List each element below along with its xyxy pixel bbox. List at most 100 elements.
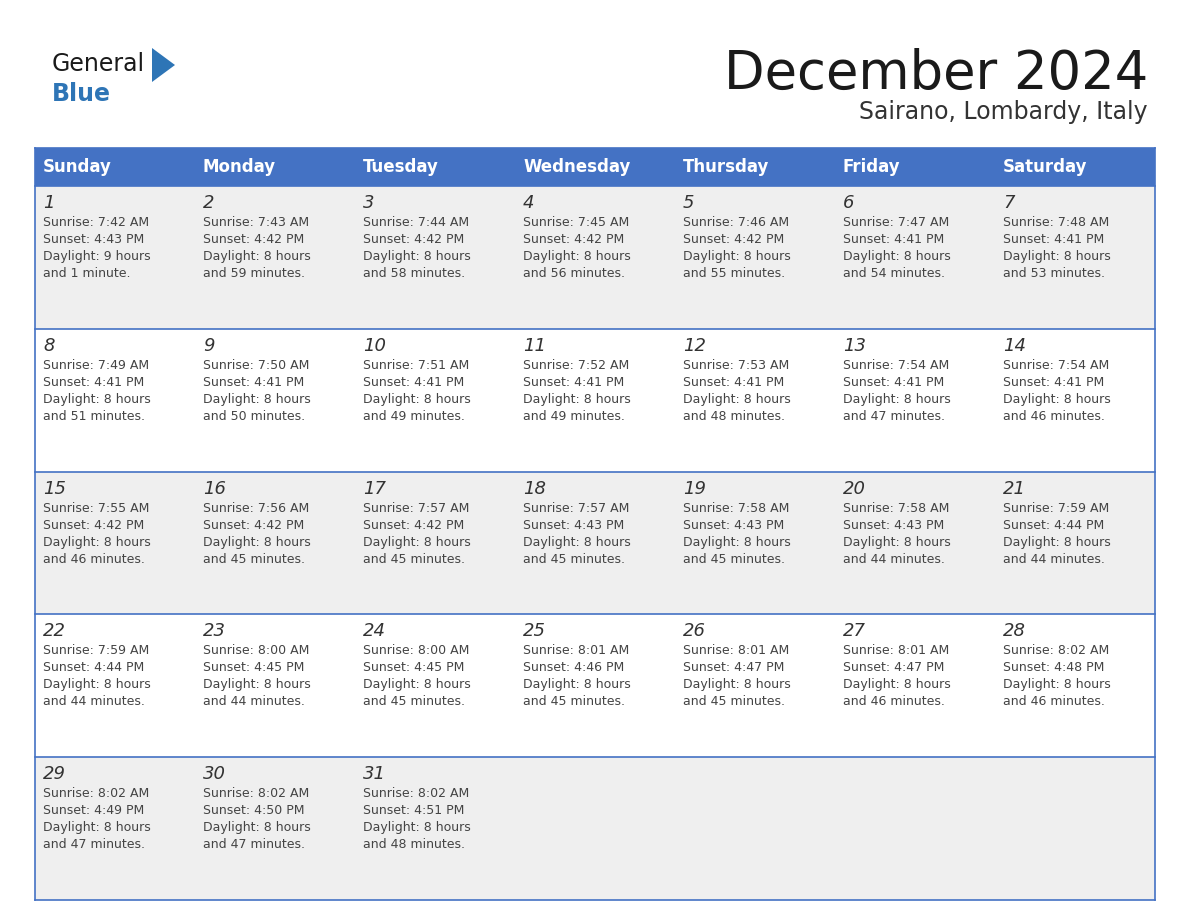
Text: Sunset: 4:42 PM: Sunset: 4:42 PM — [683, 233, 784, 246]
Text: Tuesday: Tuesday — [364, 158, 438, 176]
Text: Sunrise: 7:43 AM: Sunrise: 7:43 AM — [203, 216, 309, 229]
Text: Sunrise: 8:02 AM: Sunrise: 8:02 AM — [203, 788, 309, 800]
Text: Sunset: 4:50 PM: Sunset: 4:50 PM — [203, 804, 304, 817]
Text: Daylight: 8 hours: Daylight: 8 hours — [523, 535, 631, 549]
Bar — [34, 186, 1155, 329]
Bar — [34, 329, 1155, 472]
Text: Sunset: 4:41 PM: Sunset: 4:41 PM — [523, 375, 624, 389]
Text: Sunset: 4:41 PM: Sunset: 4:41 PM — [203, 375, 304, 389]
Text: Sunset: 4:41 PM: Sunset: 4:41 PM — [683, 375, 784, 389]
Text: Sunset: 4:48 PM: Sunset: 4:48 PM — [1003, 661, 1105, 675]
Text: Daylight: 8 hours: Daylight: 8 hours — [364, 393, 470, 406]
Text: Daylight: 8 hours: Daylight: 8 hours — [683, 250, 791, 263]
Text: 1: 1 — [43, 194, 55, 212]
Bar — [195, 148, 355, 186]
Text: Sunrise: 7:52 AM: Sunrise: 7:52 AM — [523, 359, 630, 372]
Text: Daylight: 8 hours: Daylight: 8 hours — [843, 250, 950, 263]
Text: Sunset: 4:41 PM: Sunset: 4:41 PM — [43, 375, 144, 389]
Text: and 55 minutes.: and 55 minutes. — [683, 267, 785, 280]
Text: General: General — [52, 52, 145, 76]
Bar — [835, 148, 996, 186]
Text: 14: 14 — [1003, 337, 1026, 354]
Text: Sunrise: 8:01 AM: Sunrise: 8:01 AM — [523, 644, 630, 657]
Text: Daylight: 8 hours: Daylight: 8 hours — [843, 393, 950, 406]
Text: Sunrise: 7:57 AM: Sunrise: 7:57 AM — [523, 501, 630, 515]
Bar — [675, 148, 835, 186]
Text: Sairano, Lombardy, Italy: Sairano, Lombardy, Italy — [859, 100, 1148, 124]
Text: 30: 30 — [203, 766, 226, 783]
Text: 10: 10 — [364, 337, 386, 354]
Text: Sunset: 4:45 PM: Sunset: 4:45 PM — [364, 661, 465, 675]
Text: Sunset: 4:41 PM: Sunset: 4:41 PM — [843, 233, 944, 246]
Text: Daylight: 8 hours: Daylight: 8 hours — [523, 393, 631, 406]
Polygon shape — [152, 48, 175, 82]
Text: 11: 11 — [523, 337, 546, 354]
Text: Daylight: 8 hours: Daylight: 8 hours — [1003, 678, 1111, 691]
Text: Sunset: 4:45 PM: Sunset: 4:45 PM — [203, 661, 304, 675]
Text: Sunrise: 7:58 AM: Sunrise: 7:58 AM — [843, 501, 949, 515]
Text: Daylight: 8 hours: Daylight: 8 hours — [683, 393, 791, 406]
Text: and 45 minutes.: and 45 minutes. — [523, 553, 625, 565]
Text: Daylight: 8 hours: Daylight: 8 hours — [523, 250, 631, 263]
Text: 22: 22 — [43, 622, 67, 641]
Text: Sunrise: 7:58 AM: Sunrise: 7:58 AM — [683, 501, 789, 515]
Text: Sunset: 4:42 PM: Sunset: 4:42 PM — [203, 233, 304, 246]
Text: Daylight: 8 hours: Daylight: 8 hours — [43, 678, 151, 691]
Text: Sunset: 4:43 PM: Sunset: 4:43 PM — [683, 519, 784, 532]
Text: Sunrise: 7:59 AM: Sunrise: 7:59 AM — [1003, 501, 1110, 515]
Text: Sunset: 4:47 PM: Sunset: 4:47 PM — [843, 661, 944, 675]
Text: 3: 3 — [364, 194, 374, 212]
Text: Daylight: 8 hours: Daylight: 8 hours — [843, 535, 950, 549]
Text: Sunrise: 7:54 AM: Sunrise: 7:54 AM — [843, 359, 949, 372]
Text: Sunrise: 7:50 AM: Sunrise: 7:50 AM — [203, 359, 309, 372]
Text: Daylight: 8 hours: Daylight: 8 hours — [683, 678, 791, 691]
Text: Saturday: Saturday — [1003, 158, 1087, 176]
Text: and 54 minutes.: and 54 minutes. — [843, 267, 944, 280]
Text: Daylight: 8 hours: Daylight: 8 hours — [364, 678, 470, 691]
Text: Sunrise: 7:46 AM: Sunrise: 7:46 AM — [683, 216, 789, 229]
Bar — [34, 614, 1155, 757]
Text: Sunrise: 8:02 AM: Sunrise: 8:02 AM — [1003, 644, 1110, 657]
Text: 23: 23 — [203, 622, 226, 641]
Text: Daylight: 8 hours: Daylight: 8 hours — [1003, 393, 1111, 406]
Text: 4: 4 — [523, 194, 535, 212]
Text: Sunset: 4:41 PM: Sunset: 4:41 PM — [364, 375, 465, 389]
Text: and 46 minutes.: and 46 minutes. — [1003, 696, 1105, 709]
Text: Daylight: 8 hours: Daylight: 8 hours — [203, 393, 311, 406]
Text: 6: 6 — [843, 194, 854, 212]
Text: Sunrise: 8:01 AM: Sunrise: 8:01 AM — [843, 644, 949, 657]
Text: Sunrise: 7:53 AM: Sunrise: 7:53 AM — [683, 359, 789, 372]
Text: and 1 minute.: and 1 minute. — [43, 267, 131, 280]
Text: 27: 27 — [843, 622, 866, 641]
Text: 12: 12 — [683, 337, 706, 354]
Text: and 44 minutes.: and 44 minutes. — [43, 696, 145, 709]
Text: Thursday: Thursday — [683, 158, 770, 176]
Text: Sunset: 4:44 PM: Sunset: 4:44 PM — [1003, 519, 1105, 532]
Text: 7: 7 — [1003, 194, 1015, 212]
Text: and 48 minutes.: and 48 minutes. — [683, 409, 785, 423]
Text: Sunset: 4:42 PM: Sunset: 4:42 PM — [364, 519, 465, 532]
Text: Sunset: 4:41 PM: Sunset: 4:41 PM — [1003, 233, 1105, 246]
Bar — [34, 148, 195, 186]
Text: and 46 minutes.: and 46 minutes. — [43, 553, 145, 565]
Text: Daylight: 8 hours: Daylight: 8 hours — [523, 678, 631, 691]
Text: and 45 minutes.: and 45 minutes. — [683, 696, 785, 709]
Text: Sunrise: 7:54 AM: Sunrise: 7:54 AM — [1003, 359, 1110, 372]
Text: Sunday: Sunday — [43, 158, 112, 176]
Bar — [34, 757, 1155, 900]
Text: Sunrise: 7:45 AM: Sunrise: 7:45 AM — [523, 216, 630, 229]
Text: Sunset: 4:51 PM: Sunset: 4:51 PM — [364, 804, 465, 817]
Text: 29: 29 — [43, 766, 67, 783]
Text: Daylight: 8 hours: Daylight: 8 hours — [1003, 535, 1111, 549]
Text: Sunrise: 7:56 AM: Sunrise: 7:56 AM — [203, 501, 309, 515]
Text: Sunset: 4:41 PM: Sunset: 4:41 PM — [1003, 375, 1105, 389]
Text: Sunrise: 7:49 AM: Sunrise: 7:49 AM — [43, 359, 150, 372]
Text: Daylight: 8 hours: Daylight: 8 hours — [364, 822, 470, 834]
Text: and 45 minutes.: and 45 minutes. — [523, 696, 625, 709]
Text: Sunrise: 8:02 AM: Sunrise: 8:02 AM — [43, 788, 150, 800]
Text: and 44 minutes.: and 44 minutes. — [203, 696, 305, 709]
Text: Sunrise: 7:47 AM: Sunrise: 7:47 AM — [843, 216, 949, 229]
Text: and 56 minutes.: and 56 minutes. — [523, 267, 625, 280]
Text: and 49 minutes.: and 49 minutes. — [364, 409, 465, 423]
Bar — [996, 148, 1155, 186]
